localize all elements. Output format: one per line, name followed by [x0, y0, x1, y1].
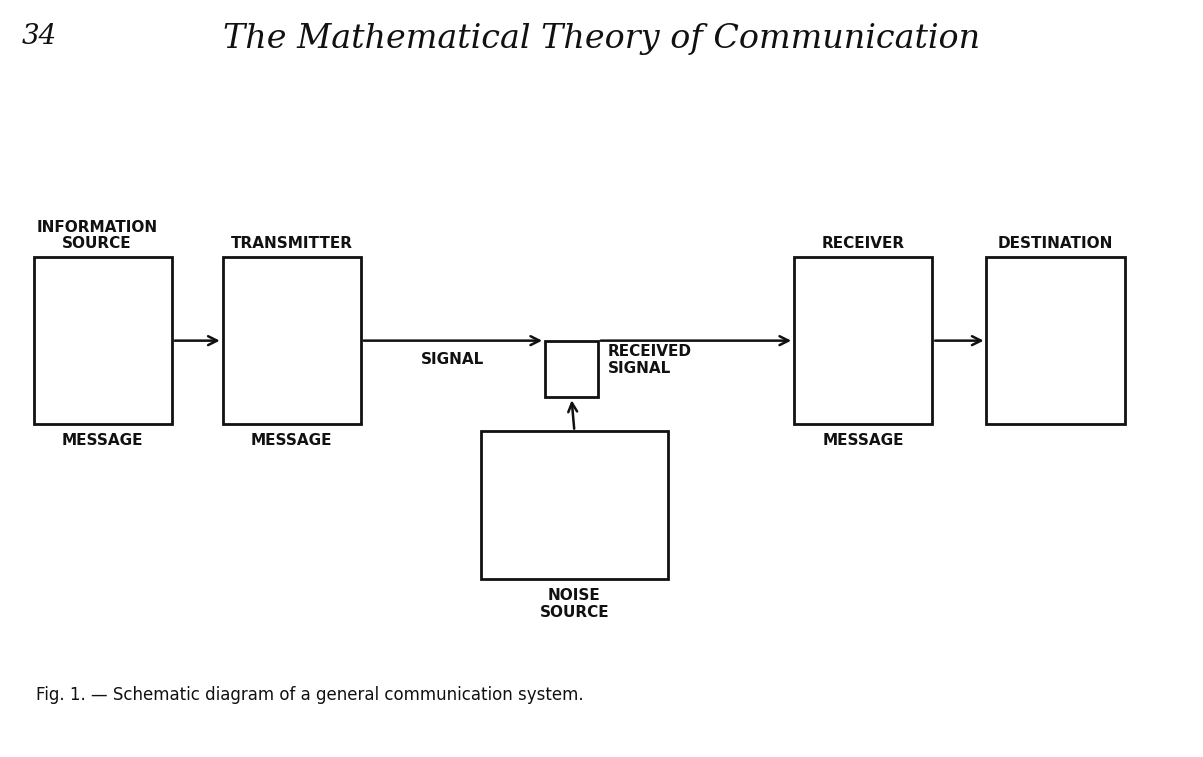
Text: MESSAGE: MESSAGE [63, 433, 143, 448]
Text: 34: 34 [22, 23, 57, 50]
Text: The Mathematical Theory of Communication: The Mathematical Theory of Communication [223, 23, 980, 55]
Text: MESSAGE: MESSAGE [823, 433, 903, 448]
FancyBboxPatch shape [223, 257, 361, 424]
Text: RECEIVER: RECEIVER [822, 236, 905, 251]
Text: INFORMATION
SOURCE: INFORMATION SOURCE [36, 220, 158, 251]
Text: RECEIVED
SIGNAL: RECEIVED SIGNAL [608, 344, 692, 376]
FancyBboxPatch shape [986, 257, 1125, 424]
FancyBboxPatch shape [794, 257, 932, 424]
Text: DESTINATION: DESTINATION [998, 236, 1113, 251]
Text: Fig. 1. — Schematic diagram of a general communication system.: Fig. 1. — Schematic diagram of a general… [36, 686, 583, 704]
Text: NOISE
SOURCE: NOISE SOURCE [540, 588, 609, 620]
FancyBboxPatch shape [34, 257, 172, 424]
Text: SIGNAL: SIGNAL [421, 352, 485, 367]
Text: TRANSMITTER: TRANSMITTER [231, 236, 352, 251]
FancyBboxPatch shape [545, 341, 598, 397]
Text: MESSAGE: MESSAGE [251, 433, 332, 448]
FancyBboxPatch shape [481, 431, 668, 579]
